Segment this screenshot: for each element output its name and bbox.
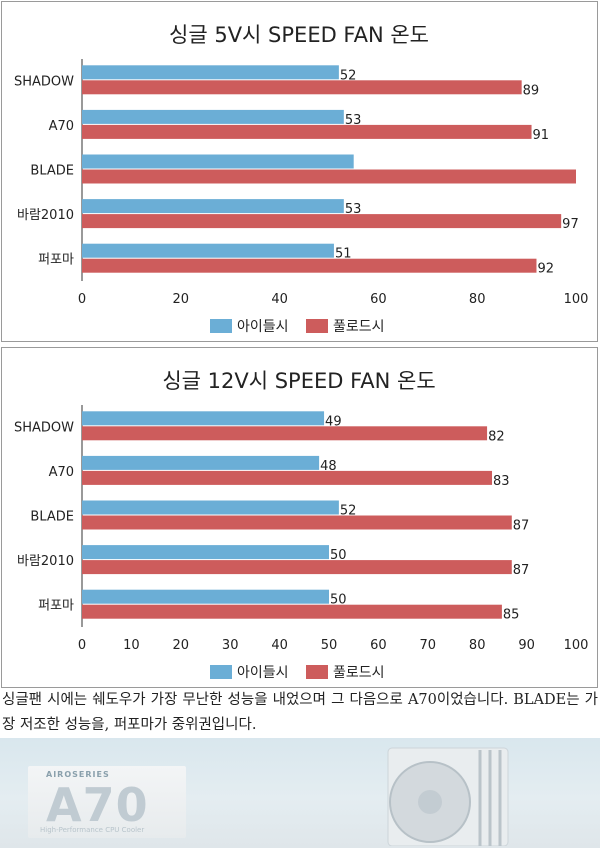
data-label: 53 xyxy=(345,202,362,217)
category-label: 퍼포마 xyxy=(38,599,74,614)
bar-chart-12v: 싱글 12V시 SPEED FAN 온도 0 10 20 30 40 50 60 70 80 90 1… xyxy=(14,369,589,681)
x-tick-label: 90 xyxy=(518,638,535,653)
data-label: 85 xyxy=(503,608,520,623)
data-label: 50 xyxy=(330,593,347,608)
x-tick-label: 60 xyxy=(370,292,387,307)
x-tick-label: 60 xyxy=(370,638,387,653)
bar-load xyxy=(82,470,493,485)
legend-label: 아이들시 xyxy=(237,319,289,335)
x-tick-label: 20 xyxy=(173,638,190,653)
category-label: BLADE xyxy=(30,510,74,525)
legend-swatch xyxy=(306,319,328,333)
bar-idle xyxy=(82,109,344,124)
data-label: 51 xyxy=(335,247,352,262)
bar-idle xyxy=(82,199,344,214)
legend-swatch xyxy=(306,665,328,679)
chart-title: 싱글 5V시 SPEED FAN 온도 xyxy=(169,23,429,47)
data-label: 87 xyxy=(513,519,530,534)
product-subtitle: High-Performance CPU Cooler xyxy=(40,826,145,834)
x-tick-label: 10 xyxy=(123,638,140,653)
bar-idle xyxy=(82,411,325,426)
data-label: 83 xyxy=(493,474,510,489)
bar-load xyxy=(82,560,512,575)
legend-swatch xyxy=(210,665,232,679)
category-label: 바람2010 xyxy=(17,208,74,223)
caption-text: 싱글팬 시에는 쉐도우가 가장 무난한 성능을 내었으며 그 다음으로 A70이… xyxy=(2,692,598,733)
bar-load xyxy=(82,515,512,530)
data-label: 89 xyxy=(523,83,540,98)
data-label: 97 xyxy=(562,217,579,232)
data-label: 53 xyxy=(345,113,362,128)
product-banner-image: AIROSERIES A70 High-Performance CPU Cool… xyxy=(0,738,600,848)
data-label: 48 xyxy=(320,459,337,474)
bar-load xyxy=(82,80,522,95)
category-label: A70 xyxy=(49,119,74,134)
bar-idle xyxy=(82,589,329,604)
data-label: 52 xyxy=(340,68,357,83)
product-series-label: AIROSERIES xyxy=(46,770,110,779)
bar-load xyxy=(82,169,576,184)
chart-panel-5v: 싱글 5V시 SPEED FAN 온도 0 20 40 60 80 100 SHADOW 52 8… xyxy=(1,1,598,342)
category-label: SHADOW xyxy=(14,420,74,435)
category-label: 바람2010 xyxy=(17,554,74,569)
bar-load xyxy=(82,124,532,139)
product-logo: AIROSERIES A70 High-Performance CPU Cool… xyxy=(28,766,186,838)
bar-idle xyxy=(82,65,339,80)
category-label: BLADE xyxy=(30,164,74,179)
legend-label: 풀로드시 xyxy=(333,319,385,335)
category-label: 퍼포마 xyxy=(38,253,74,268)
data-label: 82 xyxy=(488,429,505,444)
x-tick-label: 70 xyxy=(420,638,437,653)
x-tick-label: 0 xyxy=(78,638,86,653)
bar-load xyxy=(82,214,562,229)
bar-idle xyxy=(82,154,354,169)
bar-idle xyxy=(82,545,329,560)
category-label: A70 xyxy=(49,465,74,480)
bar-load xyxy=(82,426,488,441)
x-tick-label: 80 xyxy=(469,292,486,307)
chart-panel-12v: 싱글 12V시 SPEED FAN 온도 0 10 20 30 40 50 60 70 80 90 1… xyxy=(1,347,598,688)
x-tick-label: 30 xyxy=(222,638,239,653)
legend-swatch xyxy=(210,319,232,333)
x-tick-label: 20 xyxy=(173,292,190,307)
data-label: 52 xyxy=(340,504,357,519)
category-label: SHADOW xyxy=(14,74,74,89)
bar-load xyxy=(82,604,502,619)
data-label: 92 xyxy=(537,262,554,277)
x-tick-label: 50 xyxy=(321,638,338,653)
x-tick-label: 100 xyxy=(564,292,589,307)
x-tick-label: 40 xyxy=(271,292,288,307)
chart-title: 싱글 12V시 SPEED FAN 온도 xyxy=(162,369,435,393)
bar-load xyxy=(82,258,537,273)
data-label: 50 xyxy=(330,548,347,563)
x-tick-label: 100 xyxy=(564,638,589,653)
bar-idle xyxy=(82,243,334,258)
data-label: 49 xyxy=(325,414,342,429)
legend-label: 아이들시 xyxy=(237,665,289,681)
bar-chart-5v: 싱글 5V시 SPEED FAN 온도 0 20 40 60 80 100 SHADOW 52 8… xyxy=(14,23,589,335)
data-label: 87 xyxy=(513,563,530,578)
x-tick-label: 80 xyxy=(469,638,486,653)
x-tick-label: 0 xyxy=(78,292,86,307)
legend-label: 풀로드시 xyxy=(333,665,385,681)
bar-idle xyxy=(82,455,320,470)
cooler-image xyxy=(387,747,509,846)
product-model-label: A70 xyxy=(46,778,149,832)
bar-idle xyxy=(82,500,339,515)
x-tick-label: 40 xyxy=(271,638,288,653)
data-label: 91 xyxy=(533,128,550,143)
